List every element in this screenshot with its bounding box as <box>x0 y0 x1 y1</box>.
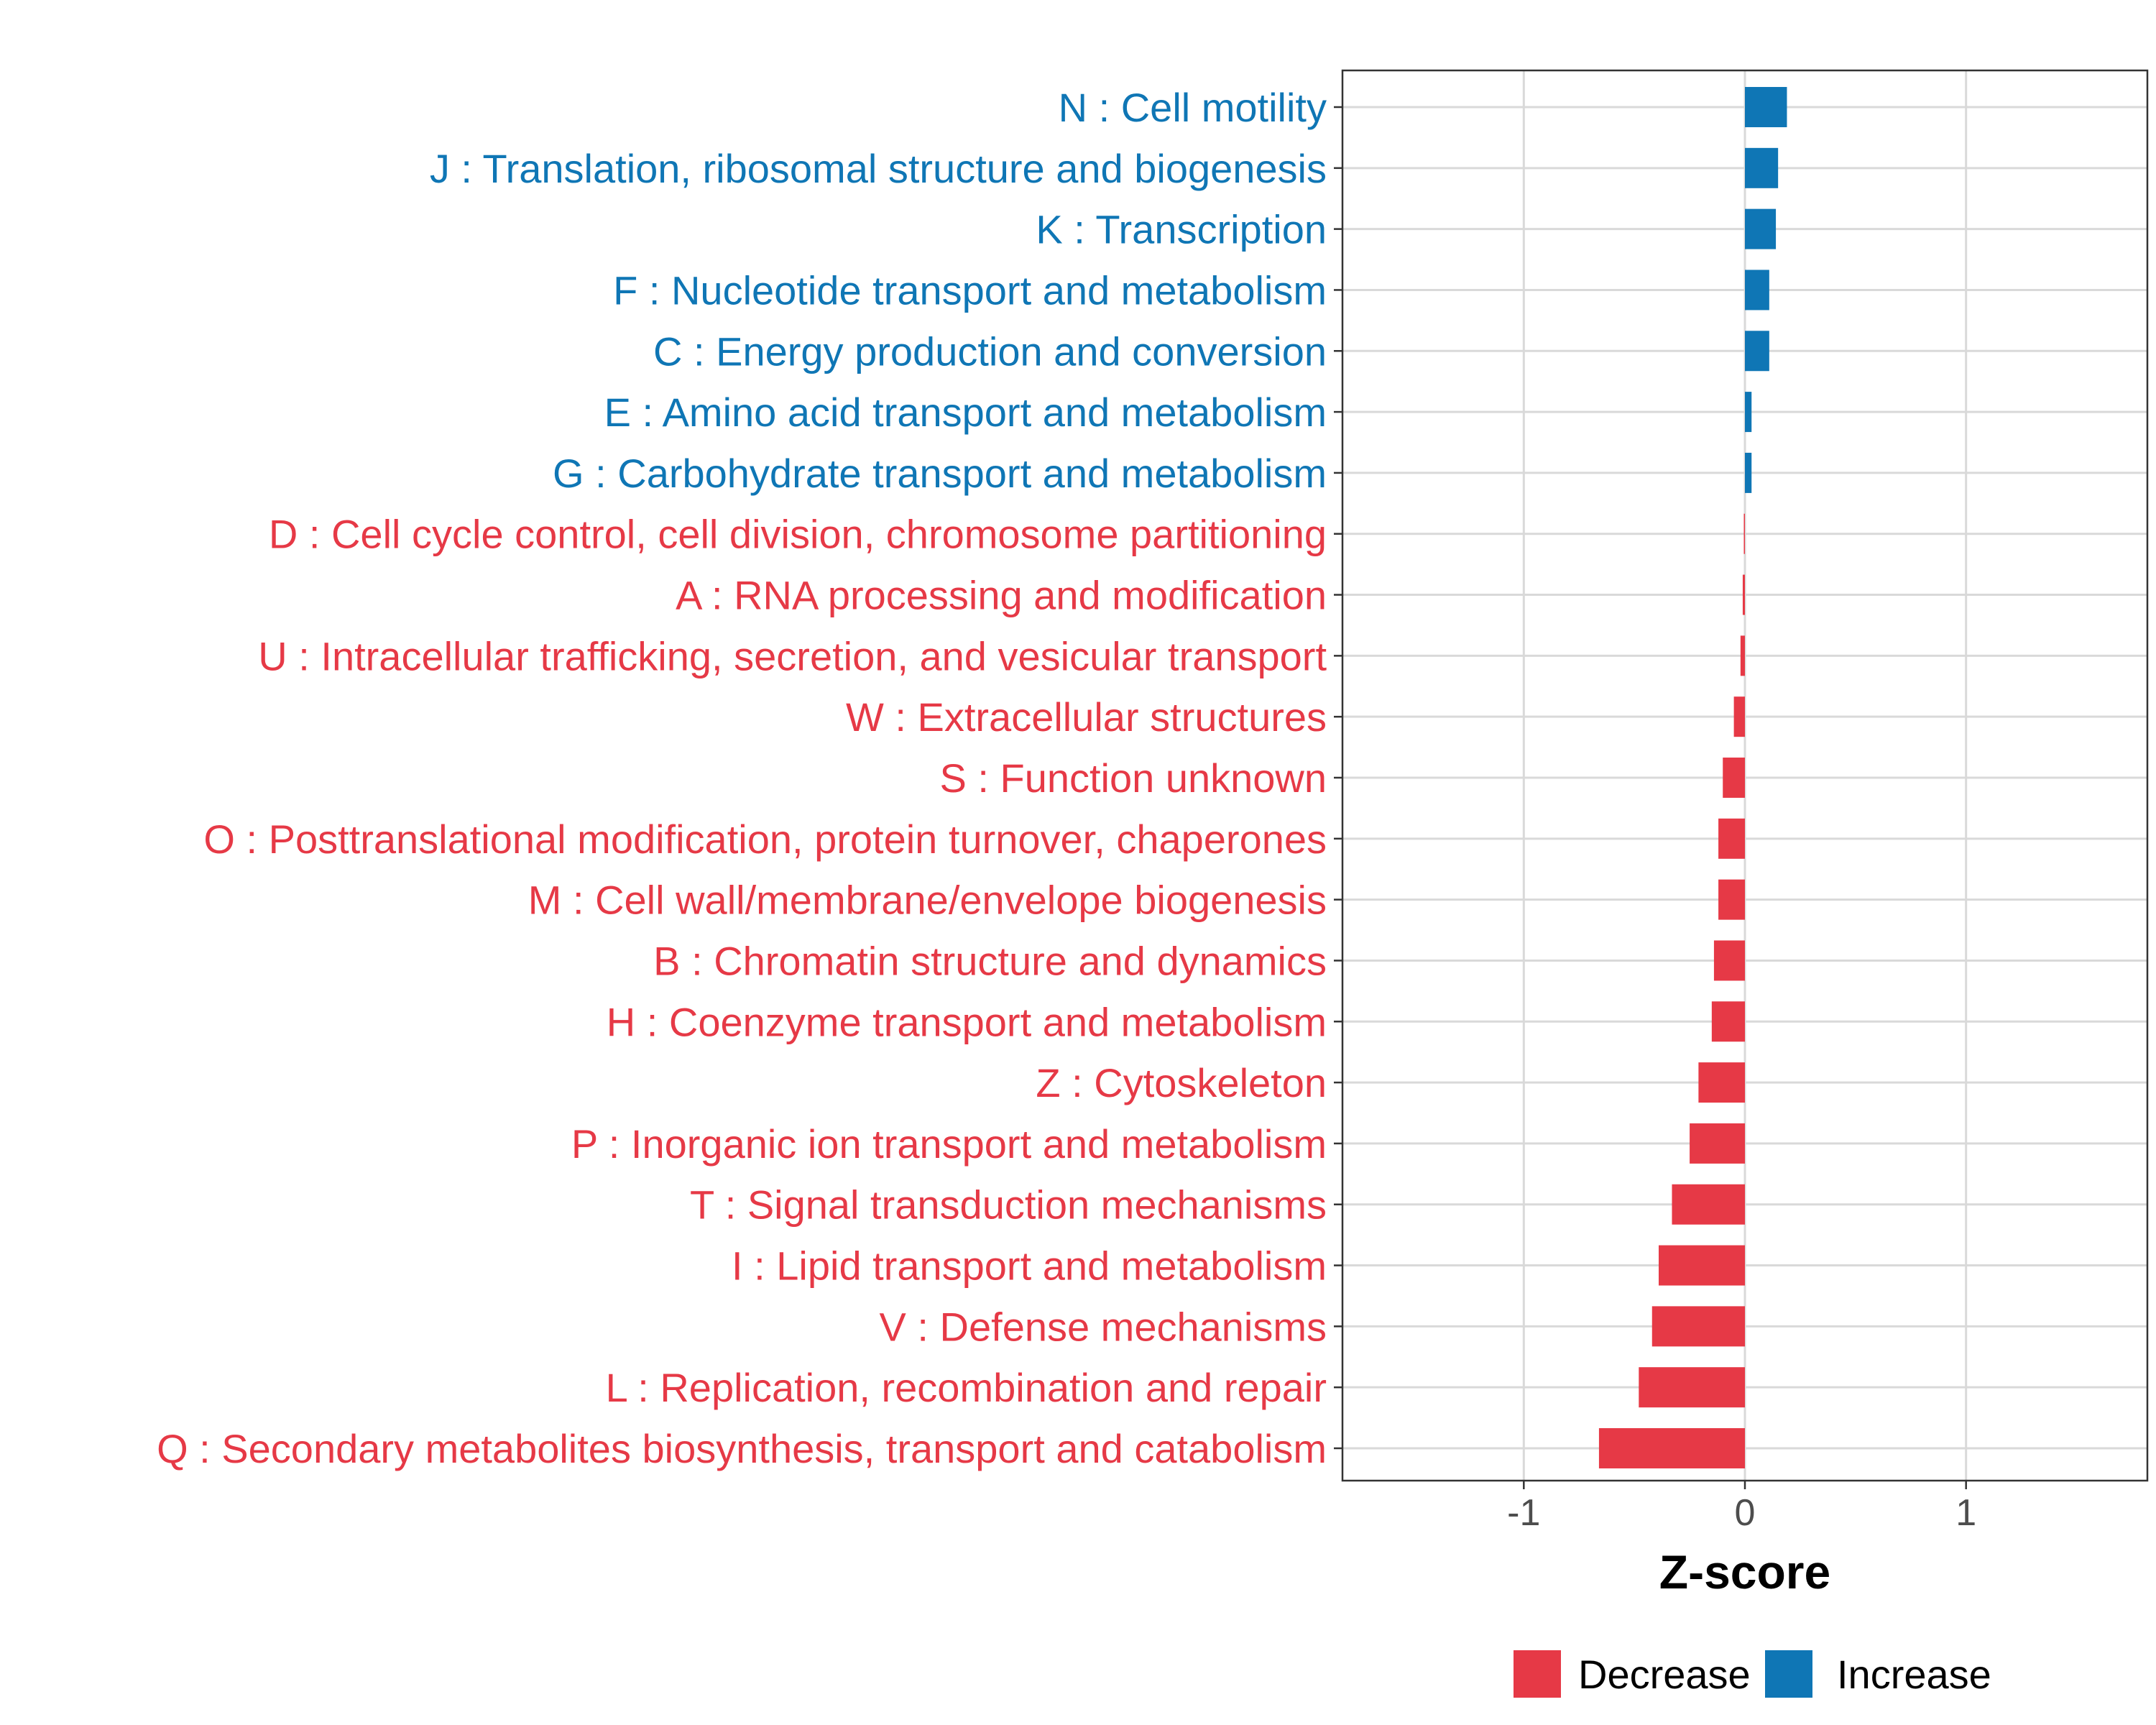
y-axis-labels: N : Cell motility J : Translation, riboso… <box>157 85 1327 1471</box>
category-label: H : Coenzyme transport and metabolism <box>607 999 1327 1044</box>
category-label: A : RNA processing and modification <box>676 573 1327 618</box>
bar-b <box>1713 940 1745 981</box>
bar-w <box>1733 696 1745 737</box>
category-label: W : Extracellular structures <box>846 694 1327 740</box>
bar-z <box>1698 1062 1745 1103</box>
bar-j <box>1745 147 1779 188</box>
bar-m <box>1718 879 1745 920</box>
bar-s <box>1723 758 1745 798</box>
bar-a <box>1742 574 1745 615</box>
legend-label-decrease: Decrease <box>1578 1652 1751 1697</box>
bar-t <box>1672 1184 1745 1225</box>
bar-o <box>1718 818 1745 859</box>
category-label: F : Nucleotide transport and metabolism <box>613 267 1327 313</box>
bar-e <box>1745 392 1752 433</box>
legend-swatch-decrease <box>1514 1650 1561 1698</box>
bar-q <box>1598 1428 1745 1468</box>
bar-u <box>1740 635 1745 676</box>
category-label: Z : Cytoskeleton <box>1036 1060 1327 1105</box>
bar-l <box>1639 1367 1745 1408</box>
category-label: K : Transcription <box>1036 207 1327 252</box>
category-label: G : Carbohydrate transport and metabolis… <box>553 451 1327 496</box>
category-label: L : Replication, recombination and repai… <box>606 1365 1327 1410</box>
category-label: E : Amino acid transport and metabolism <box>604 390 1327 435</box>
legend-label-increase: Increase <box>1837 1652 1991 1697</box>
bar-f <box>1745 270 1769 310</box>
x-tick-label: -1 <box>1507 1492 1540 1534</box>
category-label: S : Function unknown <box>939 755 1327 801</box>
x-tick-label: 0 <box>1735 1492 1756 1534</box>
legend-swatch-increase <box>1765 1650 1812 1698</box>
bars <box>1598 87 1787 1468</box>
bar-n <box>1745 87 1787 127</box>
bar-k <box>1745 208 1777 249</box>
category-label: N : Cell motility <box>1059 85 1327 130</box>
category-label: O : Posttranslational modification, prot… <box>203 816 1327 862</box>
y-axis-ticks <box>1334 106 1342 1450</box>
bar-i <box>1659 1245 1745 1286</box>
x-axis-labels: -1 0 1 <box>1507 1492 1976 1534</box>
category-label: C : Energy production and conversion <box>653 328 1327 374</box>
x-axis-ticks <box>1523 1481 1967 1489</box>
category-label: T : Signal transduction mechanisms <box>690 1182 1327 1228</box>
legend: Decrease Increase <box>1514 1650 1991 1698</box>
bar-v <box>1651 1306 1745 1347</box>
category-label: I : Lipid transport and metabolism <box>732 1243 1327 1289</box>
bar-g <box>1745 452 1752 493</box>
category-label: M : Cell wall/membrane/envelope biogenes… <box>528 878 1327 923</box>
category-label: B : Chromatin structure and dynamics <box>653 938 1327 983</box>
x-axis-title: Z-score <box>1659 1545 1830 1598</box>
x-tick-label: 1 <box>1955 1492 1976 1534</box>
category-label: P : Inorganic ion transport and metaboli… <box>571 1121 1327 1167</box>
category-label: J : Translation, ribosomal structure and… <box>430 146 1327 191</box>
category-label: U : Intracellular trafficking, secretion… <box>258 633 1327 678</box>
category-label: D : Cell cycle control, cell division, c… <box>269 512 1327 557</box>
category-label: Q : Secondary metabolites biosynthesis, … <box>157 1426 1327 1471</box>
bar-p <box>1690 1123 1745 1164</box>
bar-c <box>1745 331 1769 372</box>
bar-d <box>1743 513 1745 554</box>
category-label: V : Defense mechanisms <box>880 1304 1327 1349</box>
bar-h <box>1711 1001 1745 1042</box>
